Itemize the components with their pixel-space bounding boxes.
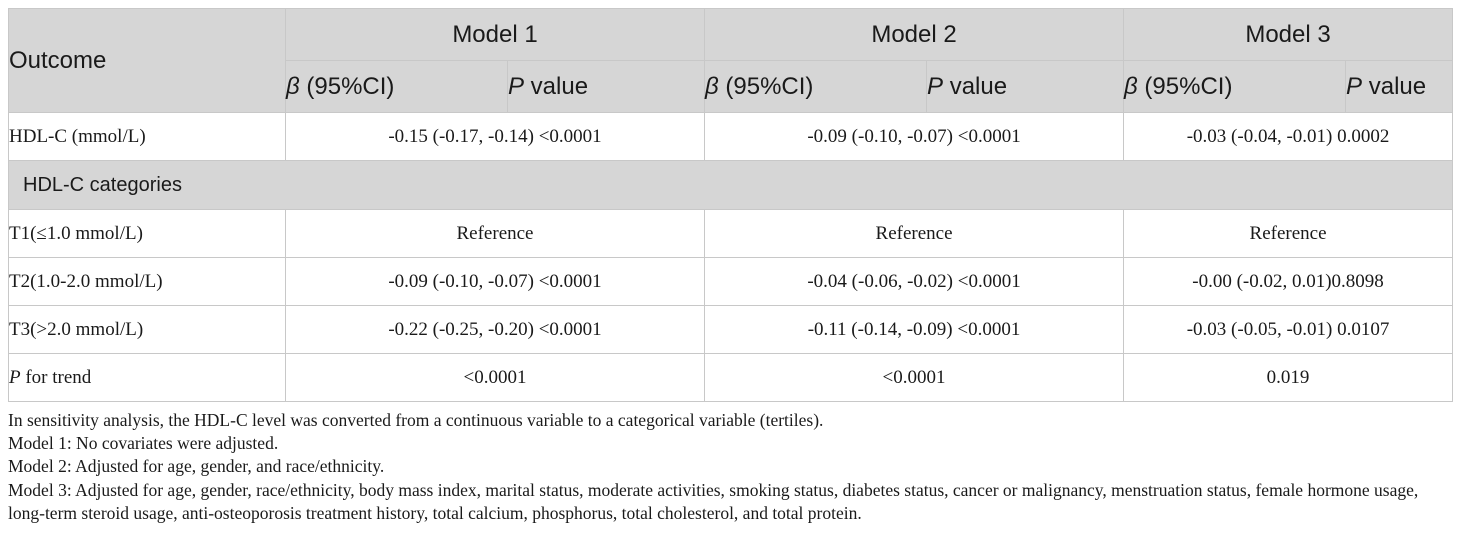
row-label: T3(>2.0 mmol/L) — [8, 305, 286, 354]
p-value-header-2: P value — [926, 60, 1125, 113]
results-table-container: Outcome Model 1 Model 2 Model 3 β (95%CI… — [7, 8, 1454, 525]
model-1-header: Model 1 — [284, 8, 706, 61]
table-cell: -0.22 (-0.25, -0.20) <0.0001 — [284, 305, 706, 354]
header-row-subcolumns: β (95%CI) P value β (95%CI) P value β (9… — [9, 60, 1454, 113]
header-row-models: Outcome Model 1 Model 2 Model 3 — [8, 8, 1454, 113]
table-cell: -0.09 (-0.10, -0.07) <0.0001 — [284, 257, 706, 306]
row-label: T2(1.0-2.0 mmol/L) — [8, 257, 286, 306]
row-label: T1(≤1.0 mmol/L) — [8, 209, 286, 258]
table-row: T2(1.0-2.0 mmol/L) -0.09 (-0.10, -0.07) … — [8, 257, 1454, 306]
footnote: Model 1: No covariates were adjusted. — [8, 433, 279, 454]
table-cell: Reference — [284, 209, 706, 258]
model-3-header: Model 3 — [1123, 8, 1454, 61]
beta-ci-header-2: β (95%CI) — [704, 60, 928, 113]
footnote: Model 3: Adjusted for age, gender, race/… — [8, 479, 1419, 523]
table-cell: 0.019 — [1123, 353, 1454, 402]
table-cell: <0.0001 — [704, 353, 1125, 402]
table-footnotes: In sensitivity analysis, the HDL-C level… — [8, 409, 1452, 525]
beta-ci-header-3: β (95%CI) — [1123, 60, 1347, 113]
category-header-row: HDL-C categories — [7, 160, 1454, 210]
table-row: T3(>2.0 mmol/L) -0.22 (-0.25, -0.20) <0.… — [8, 305, 1454, 354]
table-cell: -0.15 (-0.17, -0.14) <0.0001 — [284, 112, 706, 161]
model-2-header: Model 2 — [704, 8, 1125, 61]
footnote: In sensitivity analysis, the HDL-C level… — [8, 410, 824, 430]
table-cell: -0.09 (-0.10, -0.07) <0.0001 — [704, 112, 1125, 161]
table-cell: -0.11 (-0.14, -0.09) <0.0001 — [704, 305, 1125, 354]
table-cell: -0.03 (-0.05, -0.01) 0.0107 — [1123, 305, 1454, 354]
table-cell: <0.0001 — [284, 353, 706, 402]
table-cell: -0.00 (-0.02, 0.01)0.8098 — [1123, 257, 1454, 306]
outcome-header: Outcome — [8, 8, 286, 113]
table-cell: -0.04 (-0.06, -0.02) <0.0001 — [704, 257, 1125, 306]
row-label: HDL-C (mmol/L) — [8, 112, 286, 161]
table-cell: -0.03 (-0.04, -0.01) 0.0002 — [1123, 112, 1454, 161]
table-row: HDL-C (mmol/L) -0.15 (-0.17, -0.14) <0.0… — [8, 112, 1454, 161]
beta-ci-header-1: β (95%CI) — [285, 60, 508, 113]
table-row: P for trend <0.0001 <0.0001 0.019 — [8, 353, 1454, 402]
table-cell: Reference — [704, 209, 1125, 258]
table-cell: Reference — [1123, 209, 1454, 258]
results-table: Outcome Model 1 Model 2 Model 3 β (95%CI… — [7, 8, 1454, 402]
table-row: T1(≤1.0 mmol/L) Reference Reference Refe… — [8, 209, 1454, 258]
footnote: Model 2: Adjusted for age, gender, and r… — [8, 456, 385, 477]
p-value-header-1: P value — [506, 60, 706, 113]
row-label: P for trend — [8, 353, 286, 402]
p-value-header-3: P value — [1345, 60, 1454, 113]
category-header: HDL-C categories — [7, 160, 1454, 210]
